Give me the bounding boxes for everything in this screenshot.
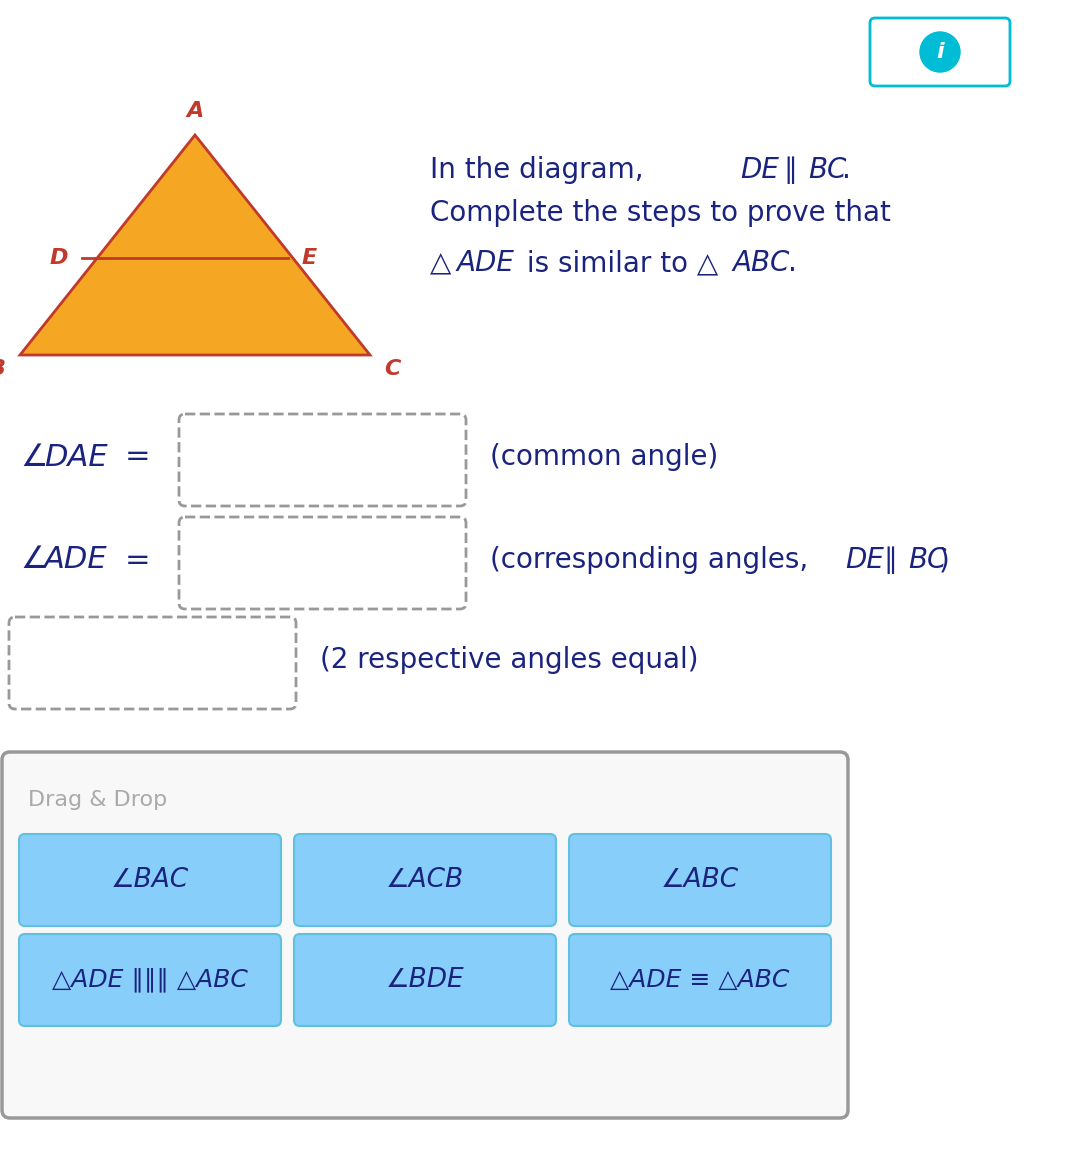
- Text: is similar to △: is similar to △: [518, 249, 719, 277]
- Text: .: .: [842, 156, 851, 184]
- Text: DAE: DAE: [44, 443, 108, 472]
- FancyBboxPatch shape: [294, 934, 556, 1027]
- Text: ∠ACB: ∠ACB: [386, 867, 465, 892]
- FancyBboxPatch shape: [9, 617, 296, 709]
- FancyBboxPatch shape: [2, 753, 848, 1118]
- FancyBboxPatch shape: [870, 18, 1010, 86]
- Text: A: A: [187, 101, 204, 121]
- Text: Complete the steps to prove that: Complete the steps to prove that: [430, 199, 891, 227]
- FancyBboxPatch shape: [569, 833, 831, 926]
- Text: DE: DE: [845, 546, 884, 575]
- FancyBboxPatch shape: [294, 833, 556, 926]
- Text: (common angle): (common angle): [490, 443, 719, 470]
- Text: △ADE ∥∥∥ △ABC: △ADE ∥∥∥ △ABC: [52, 968, 248, 992]
- Text: ∠BAC: ∠BAC: [111, 867, 189, 892]
- Text: D: D: [49, 249, 68, 268]
- Text: △ADE ≡ △ABC: △ADE ≡ △ABC: [610, 968, 789, 992]
- FancyBboxPatch shape: [19, 833, 281, 926]
- Text: ADE: ADE: [44, 546, 108, 575]
- Text: ∠: ∠: [20, 443, 47, 472]
- Text: Drag & Drop: Drag & Drop: [28, 790, 168, 810]
- Text: C: C: [384, 360, 400, 379]
- Text: ∥: ∥: [875, 546, 907, 575]
- FancyBboxPatch shape: [569, 934, 831, 1027]
- Text: (corresponding angles,: (corresponding angles,: [490, 546, 817, 575]
- Text: BC: BC: [808, 156, 846, 184]
- FancyBboxPatch shape: [19, 934, 281, 1027]
- Text: ∥: ∥: [775, 156, 806, 184]
- Polygon shape: [20, 135, 370, 355]
- Circle shape: [920, 32, 960, 72]
- Text: B: B: [0, 360, 6, 379]
- Text: .: .: [788, 249, 797, 277]
- Text: ∠BDE: ∠BDE: [386, 968, 465, 993]
- Text: ∠ABC: ∠ABC: [661, 867, 739, 892]
- Text: ∠: ∠: [20, 546, 47, 575]
- Text: =: =: [125, 443, 151, 472]
- Text: (2 respective angles equal): (2 respective angles equal): [320, 646, 698, 674]
- FancyBboxPatch shape: [179, 517, 466, 609]
- Text: E: E: [302, 249, 317, 268]
- Text: In the diagram,: In the diagram,: [430, 156, 653, 184]
- Text: BC: BC: [908, 546, 946, 575]
- Text: ): ): [939, 546, 949, 575]
- FancyBboxPatch shape: [179, 414, 466, 506]
- Text: ADE: ADE: [456, 249, 514, 277]
- Text: i: i: [937, 42, 944, 62]
- Text: =: =: [125, 546, 151, 575]
- Text: DE: DE: [740, 156, 779, 184]
- Text: △: △: [430, 249, 452, 277]
- Text: ABC: ABC: [732, 249, 789, 277]
